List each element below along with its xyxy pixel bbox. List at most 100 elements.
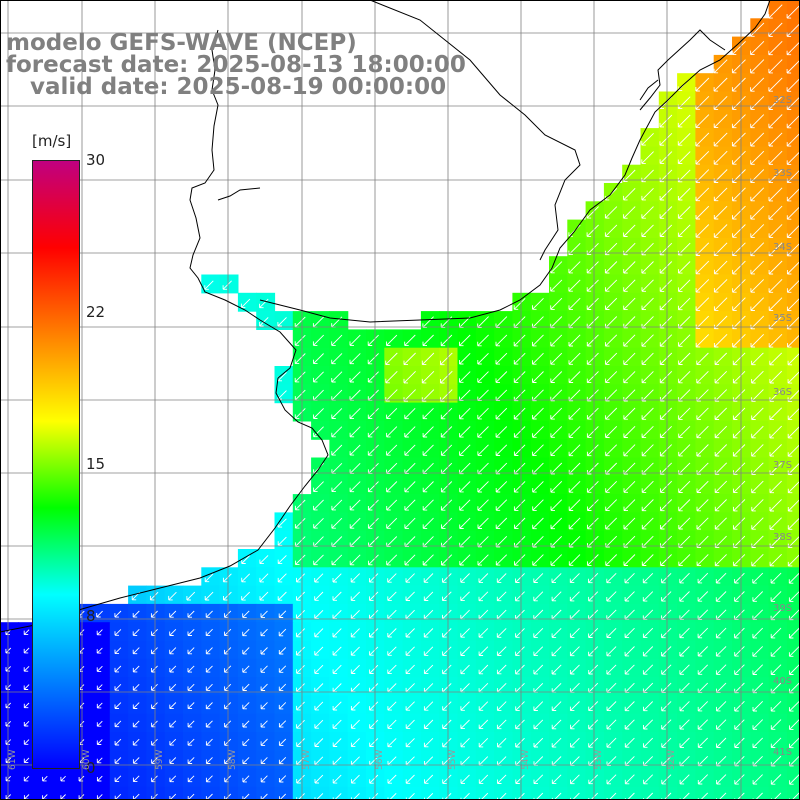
- wind-arrow: [259, 573, 269, 583]
- wind-arrow: [624, 627, 635, 639]
- wind-arrow: [733, 554, 746, 567]
- wind-arrow: [496, 646, 507, 656]
- wind-arrow: [405, 738, 415, 748]
- wind-cell: [530, 786, 550, 800]
- wind-arrow: [679, 664, 690, 675]
- lat-label-34s: 34S: [773, 242, 793, 253]
- wind-arrow: [768, 150, 783, 165]
- wind-arrow: [551, 719, 562, 730]
- wind-cell: [73, 786, 93, 800]
- wind-cell: [603, 786, 623, 800]
- wind-arrow: [588, 627, 599, 638]
- wind-arrow: [696, 517, 709, 530]
- wind-arrow: [277, 573, 287, 583]
- wind-arrow: [350, 664, 360, 674]
- wind-arrow: [787, 480, 800, 494]
- wind-arrow: [259, 298, 269, 309]
- wind-arrow: [314, 701, 324, 711]
- wind-arrow: [750, 59, 765, 74]
- wind-arrow: [586, 261, 599, 274]
- wind-arrow: [349, 554, 361, 566]
- wind-arrow: [294, 334, 306, 346]
- wind-arrow: [459, 352, 471, 365]
- wind-arrow: [641, 334, 654, 347]
- wind-arrow: [588, 664, 599, 675]
- wind-cell: [786, 329, 800, 349]
- wind-arrow: [294, 499, 306, 511]
- wind-cell: [786, 0, 800, 19]
- wind-arrow: [497, 737, 507, 748]
- wind-arrow: [223, 591, 232, 601]
- wind-arrow: [187, 665, 195, 673]
- wind-arrow: [405, 664, 415, 675]
- wind-arrow: [677, 187, 691, 201]
- wind-arrow: [331, 554, 343, 566]
- wind-arrow: [296, 609, 306, 619]
- wind-arrow: [350, 719, 360, 729]
- wind-arrow: [604, 261, 618, 274]
- lat-label-38s: 38S: [773, 532, 793, 543]
- wind-cell: [786, 402, 800, 422]
- wind-arrow: [695, 187, 710, 202]
- wind-arrow: [278, 683, 287, 692]
- wind-arrow: [387, 719, 397, 729]
- wind-arrow: [770, 737, 782, 749]
- wind-arrow: [369, 573, 379, 583]
- wind-arrow: [78, 775, 85, 782]
- wind-arrow: [568, 426, 581, 438]
- wind-arrow: [623, 279, 636, 292]
- wind-arrow: [678, 334, 691, 347]
- wind-arrow: [314, 591, 324, 601]
- wind-cell: [0, 786, 19, 800]
- wind-arrow: [387, 701, 397, 711]
- wind-arrow: [697, 774, 709, 785]
- wind-arrow: [751, 480, 764, 494]
- wind-cell: [329, 786, 349, 800]
- wind-arrow: [42, 775, 48, 782]
- wind-arrow: [769, 407, 783, 421]
- wind-cell: [786, 36, 800, 56]
- wind-arrow: [367, 481, 379, 493]
- wind-arrow: [96, 775, 103, 782]
- wind-arrow: [332, 774, 342, 784]
- wind-arrow: [714, 389, 728, 402]
- wind-cell: [567, 786, 587, 800]
- wind-arrow: [477, 334, 489, 347]
- wind-arrow: [770, 627, 782, 639]
- wind-arrow: [422, 554, 434, 566]
- wind-arrow: [23, 739, 30, 745]
- wind-arrow: [550, 444, 563, 457]
- wind-arrow: [23, 757, 30, 764]
- wind-arrow: [641, 352, 654, 365]
- lat-label-39s: 39S: [773, 603, 793, 614]
- wind-arrow: [260, 757, 268, 765]
- wind-arrow: [732, 389, 746, 402]
- wind-arrow: [23, 684, 30, 690]
- wind-arrow: [132, 702, 140, 709]
- wind-arrow: [678, 554, 691, 567]
- wind-arrow: [314, 664, 324, 674]
- wind-arrow: [478, 646, 489, 656]
- wind-arrow: [713, 114, 728, 129]
- wind-arrow: [349, 481, 361, 493]
- wind-arrow: [513, 499, 526, 511]
- wind-arrow: [752, 700, 764, 712]
- wind-arrow: [296, 591, 306, 601]
- wind-arrow: [787, 553, 800, 567]
- wind-arrow: [789, 719, 800, 730]
- wind-arrow: [459, 554, 471, 566]
- wind-arrow: [641, 206, 654, 219]
- wind-arrow: [331, 481, 343, 493]
- wind-cell: [786, 494, 800, 513]
- wind-arrow: [569, 664, 580, 675]
- wind-arrow: [768, 59, 783, 74]
- wind-arrow: [624, 774, 635, 785]
- wind-arrow: [421, 370, 435, 384]
- wind-arrow: [423, 573, 434, 583]
- wind-arrow: [713, 132, 728, 147]
- wind-arrow: [296, 573, 306, 583]
- wind-cell: [786, 530, 800, 550]
- wind-arrow: [313, 353, 324, 365]
- wind-cell: [786, 219, 800, 239]
- wind-arrow: [442, 737, 452, 748]
